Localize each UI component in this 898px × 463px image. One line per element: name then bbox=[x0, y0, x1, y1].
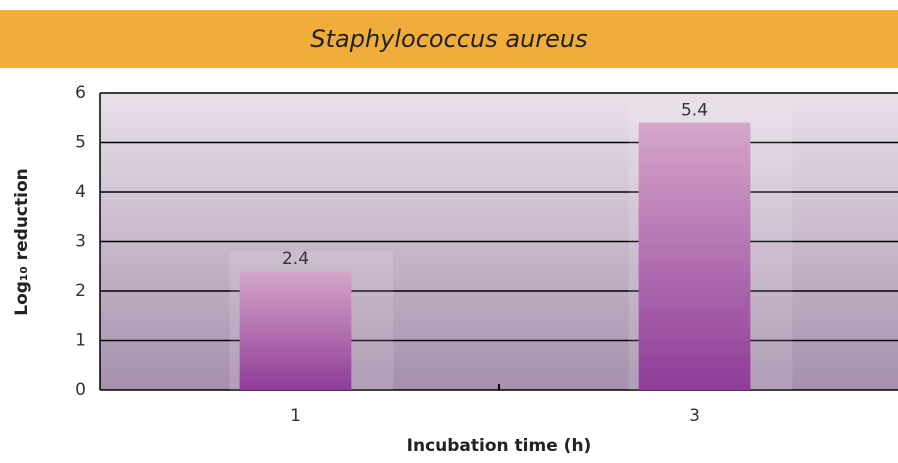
bar bbox=[638, 122, 751, 390]
chart-title: Staphylococcus aureus bbox=[310, 25, 587, 53]
bar bbox=[239, 271, 352, 390]
x-axis-label: Incubation time (h) bbox=[407, 436, 592, 456]
y-tick-label: 2 bbox=[75, 281, 86, 301]
y-tick-label: 1 bbox=[75, 331, 86, 351]
y-tick-label: 0 bbox=[75, 380, 86, 400]
y-tick-label: 3 bbox=[75, 232, 86, 252]
y-tick-label: 5 bbox=[75, 133, 86, 153]
value-label: 5.4 bbox=[681, 101, 708, 121]
value-label: 2.4 bbox=[282, 249, 309, 269]
x-tick-label: 3 bbox=[689, 406, 700, 426]
y-tick-label: 6 bbox=[75, 83, 86, 103]
title-banner bbox=[0, 10, 898, 68]
y-tick-label: 4 bbox=[75, 182, 86, 202]
x-tick-label: 1 bbox=[290, 406, 301, 426]
y-axis-label: Log₁₀ reduction bbox=[12, 168, 32, 316]
